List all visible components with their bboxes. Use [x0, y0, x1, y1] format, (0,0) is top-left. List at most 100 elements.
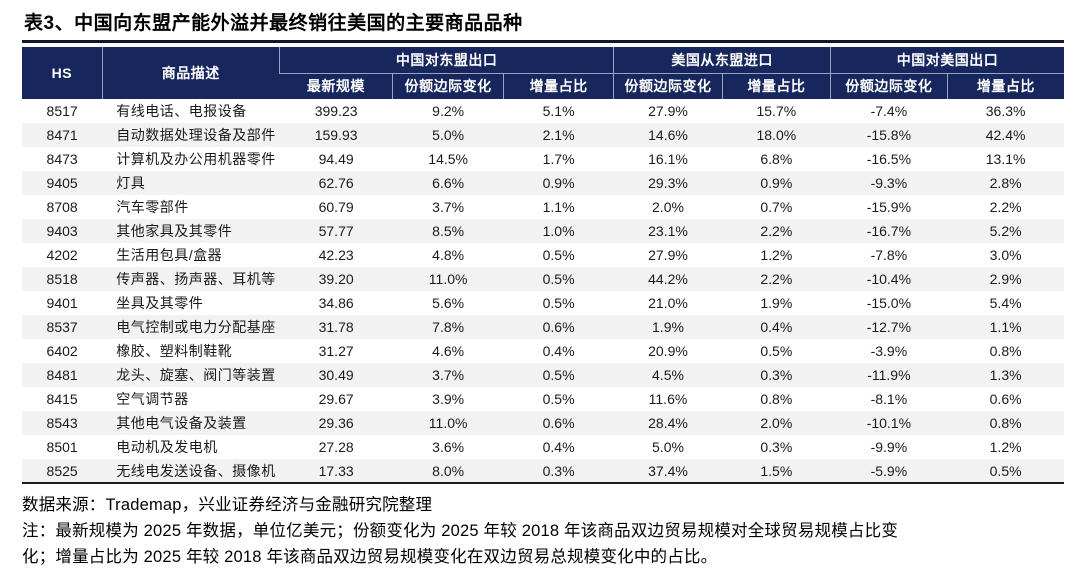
- hs-cell: 9405: [46, 175, 78, 191]
- table-row: 8517 有线电话、电报设备 399.23 9.2% 5.1% 27.9% 15.7% -7.…: [22, 99, 1064, 123]
- value-cell: 0.6%: [542, 319, 575, 335]
- value-cell: 2.1%: [542, 127, 575, 143]
- value-cell: 0.9%: [760, 175, 793, 191]
- desc-cell: 灯具: [116, 175, 146, 191]
- value-cell: 31.27: [318, 343, 354, 359]
- hs-cell: 8517: [46, 103, 78, 119]
- value-cell: -10.1%: [866, 415, 912, 431]
- data-source: 数据来源：Trademap，兴业证券经济与金融研究院整理: [22, 496, 433, 514]
- col-header-desc: 商品描述: [101, 47, 280, 99]
- col-header-share-change-3: 份额边际变化: [830, 73, 948, 99]
- value-cell: 0.3%: [760, 439, 793, 455]
- value-cell: 3.0%: [989, 247, 1022, 263]
- table-row: 8525 无线电发送设备、摄像机 17.33 8.0% 0.3% 37.4% 1.5% -5.…: [22, 459, 1064, 484]
- value-cell: 1.7%: [542, 151, 575, 167]
- value-cell: 57.77: [318, 223, 354, 239]
- value-cell: 0.6%: [989, 391, 1022, 407]
- header-sub-row: 最新规模 份额边际变化 增量占比 份额边际变化 增量占比 份额边际变化 增量占比: [22, 73, 1064, 99]
- value-cell: 36.3%: [985, 103, 1026, 119]
- value-cell: -10.4%: [866, 271, 912, 287]
- value-cell: 34.86: [318, 295, 354, 311]
- desc-cell: 电气控制或电力分配基座: [116, 319, 276, 335]
- value-cell: -8.1%: [870, 391, 908, 407]
- value-cell: 60.79: [318, 199, 354, 215]
- title-rule: [22, 40, 1064, 43]
- table-row: 8501 电动机及发电机 27.28 3.6% 0.4% 5.0% 0.3% -9.9% 1.2…: [22, 435, 1064, 459]
- hs-cell: 8518: [46, 271, 78, 287]
- desc-cell: 无线电发送设备、摄像机: [102, 459, 280, 484]
- value-cell: 1.0%: [542, 223, 575, 239]
- value-cell: 94.49: [318, 151, 354, 167]
- table-row: 8481 龙头、旋塞、阀门等装置 30.49 3.7% 0.5% 4.5% 0.3% -11.…: [22, 363, 1064, 387]
- value-cell: 0.6%: [542, 415, 575, 431]
- value-cell: 18.0%: [756, 127, 797, 143]
- value-cell: 159.93: [314, 127, 358, 143]
- table-row: 8537 电气控制或电力分配基座 31.78 7.8% 0.6% 1.9% 0.4% -12.…: [22, 315, 1064, 339]
- table-row: 4202 生活用包具/盒器 42.23 4.8% 0.5% 27.9% 1.2% -7.8% 3…: [22, 243, 1064, 267]
- table-row: 8415 空气调节器 29.67 3.9% 0.5% 11.6% 0.8% -8.1% 0.6%: [22, 387, 1064, 411]
- group-header-us-asean-import: 美国从东盟进口: [613, 47, 831, 74]
- value-cell: 17.33: [279, 459, 393, 484]
- hs-cell: 8473: [46, 151, 78, 167]
- value-cell: 4.6%: [432, 343, 465, 359]
- group-header-china-us-export: 中国对美国出口: [830, 47, 1064, 74]
- value-cell: 8.0%: [392, 459, 504, 484]
- value-cell: -7.4%: [870, 103, 908, 119]
- value-cell: 1.2%: [989, 439, 1022, 455]
- note-line-2: 化；增量占比为 2025 年较 2018 年该商品双边贸易规模变化在双边贸易总规…: [22, 548, 718, 566]
- value-cell: -16.5%: [866, 151, 912, 167]
- value-cell: 27.28: [318, 439, 354, 455]
- value-cell: 42.4%: [985, 127, 1026, 143]
- value-cell: 0.5%: [542, 367, 575, 383]
- hs-cell: 8708: [46, 199, 78, 215]
- value-cell: 0.4%: [542, 439, 575, 455]
- table-row: 9401 坐具及其零件 34.86 5.6% 0.5% 21.0% 1.9% -15.0% 5.…: [22, 291, 1064, 315]
- value-cell: 3.7%: [432, 199, 465, 215]
- value-cell: 0.8%: [760, 391, 793, 407]
- col-header-increment-share-3: 增量占比: [946, 73, 1064, 99]
- table-row: 8543 其他电气设备及装置 29.36 11.0% 0.6% 28.4% 2.0% -10.…: [22, 411, 1064, 435]
- hs-cell: 8481: [46, 367, 78, 383]
- value-cell: 0.7%: [760, 199, 793, 215]
- value-cell: -9.3%: [870, 175, 908, 191]
- value-cell: 2.8%: [989, 175, 1022, 191]
- value-cell: 3.7%: [432, 367, 465, 383]
- value-cell: 27.9%: [648, 247, 688, 263]
- desc-cell: 龙头、旋塞、阀门等装置: [116, 367, 276, 383]
- value-cell: 0.5%: [947, 459, 1064, 484]
- value-cell: 2.2%: [760, 223, 793, 239]
- value-cell: 0.3%: [760, 367, 793, 383]
- value-cell: 13.1%: [985, 151, 1026, 167]
- value-cell: 5.1%: [542, 103, 575, 119]
- value-cell: 0.5%: [542, 247, 575, 263]
- value-cell: 7.8%: [432, 319, 465, 335]
- hs-cell: 8537: [46, 319, 78, 335]
- value-cell: -5.9%: [830, 459, 948, 484]
- value-cell: 5.4%: [989, 295, 1022, 311]
- value-cell: 0.5%: [542, 271, 575, 287]
- value-cell: 0.5%: [542, 391, 575, 407]
- value-cell: 29.36: [318, 415, 354, 431]
- value-cell: 30.49: [318, 367, 354, 383]
- value-cell: 1.5%: [722, 459, 831, 484]
- table-row: 8518 传声器、扬声器、耳机等 39.20 11.0% 0.5% 44.2% 2.2% -1…: [22, 267, 1064, 291]
- desc-cell: 橡胶、塑料制鞋靴: [116, 343, 233, 359]
- col-header-latest-scale: 最新规模: [279, 73, 393, 99]
- col-header-increment-share-1: 增量占比: [502, 73, 614, 99]
- hs-cell: 8471: [46, 127, 78, 143]
- value-cell: 0.5%: [760, 343, 793, 359]
- value-cell: 0.4%: [542, 343, 575, 359]
- hs-cell: 8543: [46, 415, 78, 431]
- hs-cell: 8415: [46, 391, 78, 407]
- value-cell: 5.2%: [989, 223, 1022, 239]
- value-cell: -9.9%: [870, 439, 908, 455]
- hs-cell: 6402: [46, 343, 78, 359]
- col-header-increment-share-2: 增量占比: [721, 73, 831, 99]
- value-cell: 29.3%: [648, 175, 688, 191]
- hs-cell: 9401: [46, 295, 78, 311]
- value-cell: 6.8%: [760, 151, 793, 167]
- value-cell: 11.0%: [428, 415, 468, 431]
- value-cell: 39.20: [318, 271, 354, 287]
- value-cell: 1.1%: [989, 319, 1022, 335]
